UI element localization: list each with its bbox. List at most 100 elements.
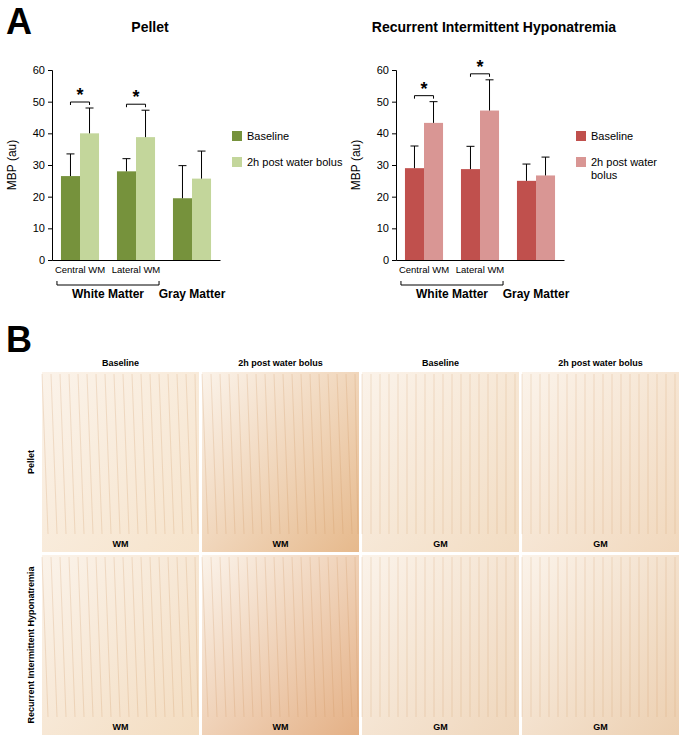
texture-line xyxy=(141,374,147,534)
error-bar xyxy=(542,157,550,175)
tick-label: 20 xyxy=(377,191,389,203)
texture-line xyxy=(220,557,226,717)
texture-line xyxy=(132,557,138,717)
tick: 50 xyxy=(377,96,396,108)
texture-line xyxy=(675,557,676,717)
texture-line xyxy=(283,557,289,717)
texture-line xyxy=(585,557,586,717)
texture-line xyxy=(488,557,489,717)
texture-line xyxy=(648,557,649,717)
tick-mark xyxy=(392,133,396,134)
texture-line xyxy=(567,557,568,717)
bar xyxy=(536,175,555,260)
texture-line xyxy=(479,374,480,534)
panel-letter: B xyxy=(6,319,32,360)
texture-line xyxy=(337,557,343,717)
legend-label: Baseline xyxy=(247,130,289,142)
plot-marks xyxy=(61,108,211,260)
texture-line xyxy=(310,557,316,717)
error-bar xyxy=(198,151,206,179)
error-bar xyxy=(466,146,474,169)
texture-line xyxy=(265,374,271,534)
texture-line xyxy=(666,557,667,717)
tick-mark xyxy=(392,165,396,166)
tick-mark xyxy=(392,70,396,71)
texture-line xyxy=(105,557,111,717)
texture-line xyxy=(479,557,480,717)
texture-line xyxy=(515,557,516,717)
texture-line xyxy=(346,374,352,534)
texture-line xyxy=(603,557,604,717)
error-bar xyxy=(430,102,438,123)
texture-line xyxy=(443,374,444,534)
panel-letter: A xyxy=(6,1,32,42)
texture-line xyxy=(195,557,198,717)
tick-label: 40 xyxy=(33,127,45,139)
bar xyxy=(480,111,499,260)
chart-title: Pellet xyxy=(131,19,169,35)
texture-line xyxy=(380,374,381,534)
texture-line xyxy=(355,374,358,534)
texture-line xyxy=(195,374,198,534)
cell-label: WM xyxy=(273,539,289,549)
micrograph-texture xyxy=(522,374,675,534)
texture-line xyxy=(515,374,516,534)
texture-line xyxy=(522,557,523,717)
micrograph xyxy=(362,555,519,735)
significance-label: * xyxy=(420,79,427,99)
tick-label: 60 xyxy=(33,64,45,76)
significance-label: * xyxy=(476,57,483,77)
group-bracket xyxy=(401,281,503,285)
axis-line xyxy=(397,260,565,261)
tick-mark xyxy=(48,197,52,198)
tick: 20 xyxy=(33,191,52,203)
texture-line xyxy=(558,374,559,534)
texture-line xyxy=(211,374,217,534)
texture-line xyxy=(69,374,75,534)
tick-mark xyxy=(48,70,52,71)
bar xyxy=(192,179,211,260)
bar xyxy=(80,133,99,260)
chart: Pellet0102030405060MBP (au)Central WMLat… xyxy=(5,19,343,301)
legend-line: Baseline xyxy=(247,130,289,142)
micrograph xyxy=(202,555,359,735)
x-axis: Central WMLateral WM xyxy=(53,261,221,275)
legend-line: 2h post water xyxy=(591,156,657,168)
tick-label: 0 xyxy=(383,254,389,266)
group-label: White Matter xyxy=(72,287,144,301)
texture-line xyxy=(186,557,192,717)
texture-line xyxy=(256,374,262,534)
texture-line xyxy=(123,374,129,534)
texture-line xyxy=(310,374,316,534)
texture-line xyxy=(380,557,381,717)
tick-mark xyxy=(392,228,396,229)
legend-label: Baseline xyxy=(591,130,633,142)
error-bar xyxy=(142,110,150,137)
texture-line xyxy=(407,557,408,717)
cell-label: GM xyxy=(593,722,608,732)
legend-swatch xyxy=(232,157,242,167)
tick: 60 xyxy=(33,64,52,76)
texture-line xyxy=(114,557,120,717)
texture-line xyxy=(522,374,523,534)
axis-title: MBP (au) xyxy=(349,140,363,190)
texture-line xyxy=(274,374,280,534)
bar xyxy=(405,168,424,260)
tick-label: 10 xyxy=(377,222,389,234)
y-axis: 0102030405060 xyxy=(377,64,397,266)
texture-line xyxy=(202,557,208,717)
error-bar xyxy=(410,146,418,168)
bar xyxy=(517,181,536,260)
legend: Baseline2h post water bolus xyxy=(232,130,343,168)
texture-line xyxy=(274,557,280,717)
texture-line xyxy=(434,557,435,717)
error-bar xyxy=(86,108,94,133)
tick: Central WM xyxy=(55,264,105,275)
texture-line xyxy=(576,557,577,717)
texture-line xyxy=(576,374,577,534)
axis-line xyxy=(53,260,221,261)
micrograph xyxy=(362,372,519,552)
texture-line xyxy=(362,374,363,534)
texture-line xyxy=(425,557,426,717)
texture-line xyxy=(87,557,93,717)
